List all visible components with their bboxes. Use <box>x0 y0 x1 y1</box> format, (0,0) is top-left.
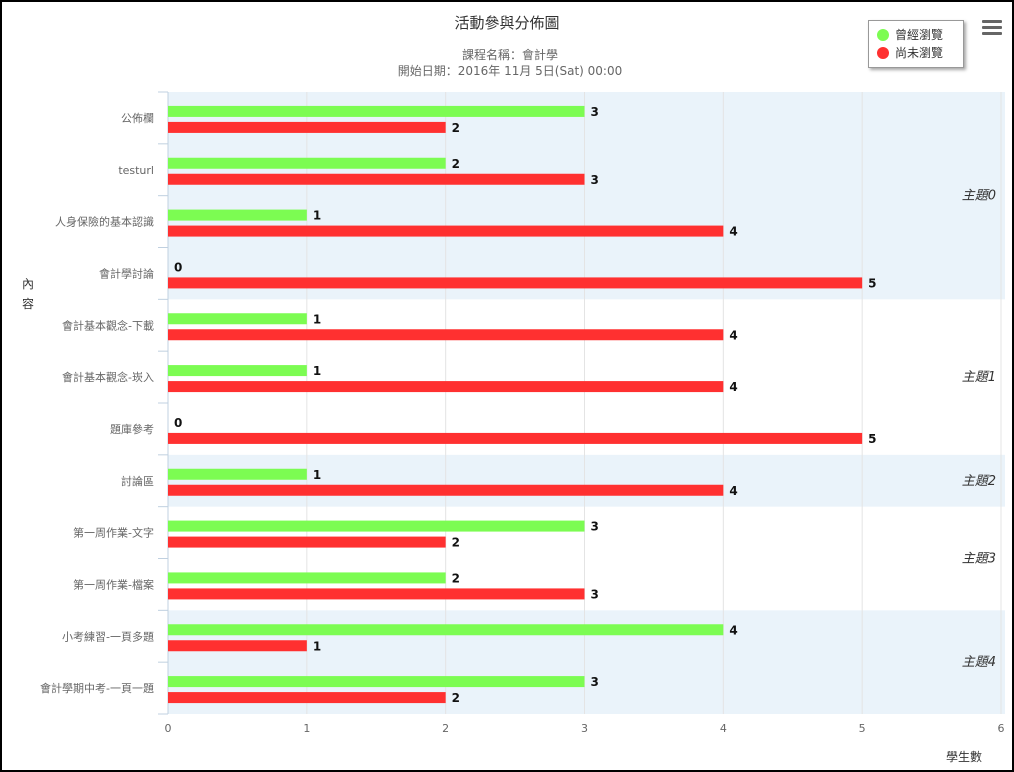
x-tick-label: 6 <box>998 722 1005 735</box>
not-viewed-bar <box>168 432 863 444</box>
bar-value-label: 3 <box>591 675 599 689</box>
not-viewed-bar <box>168 277 863 289</box>
x-tick-label: 0 <box>165 722 172 735</box>
viewed-bar <box>168 520 585 532</box>
category-label: 會計學期中考-一頁一題 <box>40 681 154 695</box>
viewed-bar <box>168 105 585 117</box>
legend-label: 曾經瀏覽 <box>895 28 944 42</box>
category-label: 會計基本觀念-崁入 <box>62 370 154 384</box>
bar-value-label: 4 <box>729 328 737 342</box>
bar-value-label: 2 <box>452 121 460 135</box>
bar-value-label: 2 <box>452 691 460 705</box>
viewed-bar <box>168 468 307 480</box>
not-viewed-bar <box>168 692 446 704</box>
legend-dot-icon <box>877 47 889 59</box>
bar-value-label: 2 <box>452 536 460 550</box>
x-tick-label: 3 <box>581 722 588 735</box>
bar-value-label: 3 <box>591 173 599 187</box>
bar-value-label: 4 <box>729 484 737 498</box>
x-tick-label: 5 <box>859 722 866 735</box>
y-axis-title: 內容 <box>21 277 34 311</box>
hamburger-menu-icon[interactable] <box>982 20 1002 36</box>
viewed-bar <box>168 313 307 325</box>
category-label: 小考練習-一頁多題 <box>62 629 154 643</box>
chart-subtitle-course: 課程名稱：會計學 <box>461 48 558 62</box>
not-viewed-bar <box>168 640 307 652</box>
category-label: 第一周作業-文字 <box>73 526 154 540</box>
viewed-bar <box>168 209 307 221</box>
bar-value-label: 0 <box>174 260 182 274</box>
group-label: 主題2 <box>962 474 996 489</box>
bar-value-label: 3 <box>591 520 599 534</box>
group-label: 主題3 <box>962 552 996 567</box>
x-axis-title: 學生數 <box>946 750 983 764</box>
category-label: 會計學討論 <box>99 266 154 280</box>
viewed-bar <box>168 365 307 377</box>
not-viewed-bar <box>168 588 585 600</box>
bar-value-label: 1 <box>313 312 321 326</box>
legend-dot-icon <box>877 29 889 41</box>
group-band <box>168 454 1005 507</box>
category-label: 公佈欄 <box>121 111 154 125</box>
chart-legend: 曾經瀏覽 尚未瀏覽 <box>868 20 964 68</box>
group-label: 主題4 <box>962 655 996 670</box>
viewed-bar <box>168 572 446 584</box>
not-viewed-bar <box>168 536 446 548</box>
x-tick-label: 1 <box>303 722 310 735</box>
legend-item-viewed[interactable]: 曾經瀏覽 <box>877 27 943 43</box>
viewed-bar <box>168 157 446 169</box>
bar-value-label: 2 <box>452 571 460 585</box>
bar-value-label: 4 <box>729 380 737 394</box>
not-viewed-bar <box>168 329 724 341</box>
bar-value-label: 4 <box>729 225 737 239</box>
bar-value-label: 4 <box>729 623 737 637</box>
category-label: 第一周作業-檔案 <box>73 577 154 591</box>
category-label: testurl <box>118 164 154 177</box>
bar-value-label: 3 <box>591 105 599 119</box>
category-label: 題庫參考 <box>110 422 154 436</box>
bar-value-label: 2 <box>452 157 460 171</box>
legend-item-not-viewed[interactable]: 尚未瀏覽 <box>877 45 943 61</box>
legend-label: 尚未瀏覽 <box>895 46 944 60</box>
menu-line-icon <box>982 26 1002 29</box>
viewed-bar <box>168 676 585 688</box>
bar-value-label: 1 <box>313 209 321 223</box>
bar-value-label: 5 <box>868 276 876 290</box>
not-viewed-bar <box>168 225 724 237</box>
group-label: 主題1 <box>962 370 996 385</box>
not-viewed-bar <box>168 121 446 133</box>
viewed-bar <box>168 624 724 636</box>
not-viewed-bar <box>168 381 724 393</box>
bar-value-label: 0 <box>174 416 182 430</box>
category-label: 人身保險的基本認識 <box>55 215 154 229</box>
bar-value-label: 1 <box>313 639 321 653</box>
group-label: 主題0 <box>962 189 996 204</box>
not-viewed-bar <box>168 173 585 185</box>
bar-value-label: 3 <box>591 587 599 601</box>
chart-subtitle-date: 開始日期：2016年 11月 5日(Sat) 00:00 <box>397 64 623 78</box>
menu-line-icon <box>982 32 1002 35</box>
category-label: 會計基本觀念-下載 <box>62 318 154 332</box>
category-label: 討論區 <box>121 474 154 488</box>
menu-line-icon <box>982 20 1002 23</box>
x-tick-label: 4 <box>720 722 727 735</box>
not-viewed-bar <box>168 484 724 496</box>
x-tick-label: 2 <box>442 722 449 735</box>
chart-title: 活動參與分佈圖 <box>454 14 560 32</box>
bar-value-label: 1 <box>313 468 321 482</box>
bar-value-label: 5 <box>868 432 876 446</box>
bar-value-label: 1 <box>313 364 321 378</box>
